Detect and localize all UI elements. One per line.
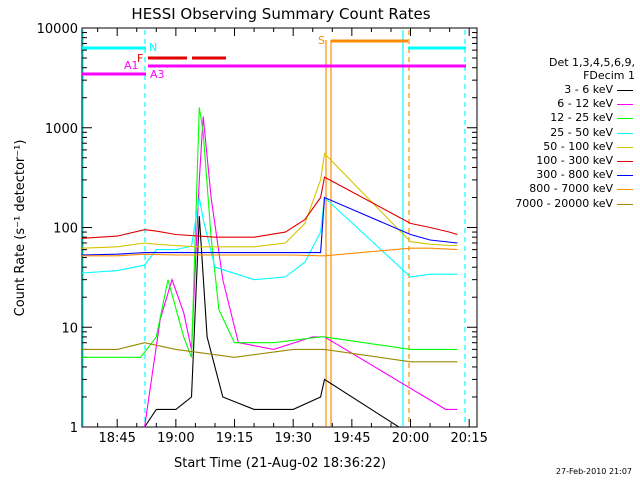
legend-label: 50 - 100 keV (543, 139, 613, 153)
y-tick-label: 10 (61, 321, 78, 336)
annotation-a3: A3 (150, 68, 165, 81)
legend-title-1: Det 1,3,4,5,6,9, (548, 56, 635, 69)
series-line-1 (144, 116, 458, 428)
annotation-f: F (137, 52, 143, 65)
legend-label: 100 - 300 keV (536, 153, 613, 167)
series-line-3 (81, 196, 458, 281)
legend-swatch (617, 118, 633, 120)
legend-label: 3 - 6 keV (564, 83, 613, 96)
series-line-7 (82, 247, 458, 257)
annotation-s: S (318, 34, 325, 47)
legend-label: 300 - 800 keV (536, 168, 613, 182)
legend-entry: 800 - 7000 keV (505, 182, 635, 196)
series-line-4 (81, 152, 458, 249)
annotation-n: N (149, 41, 157, 54)
legend: Det 1,3,4,5,6,9, FDecim 1 3 - 6 keV 6 - 1… (505, 56, 635, 211)
legend-entry: 300 - 800 keV (505, 168, 635, 182)
x-tick-label: 20:00 (392, 431, 429, 446)
series-line-5 (81, 176, 458, 239)
legend-swatch (617, 175, 633, 177)
legend-entry: 50 - 100 keV (505, 140, 635, 154)
series-line-0 (82, 216, 458, 428)
legend-entry: 6 - 12 keV (505, 97, 635, 111)
legend-label: 25 - 50 keV (550, 125, 613, 139)
legend-swatch (617, 203, 633, 205)
x-tick-label: 20:15 (450, 431, 487, 446)
legend-label: 6 - 12 keV (557, 97, 613, 111)
timestamp: 27-Feb-2010 21:07 (555, 467, 632, 476)
x-tick-label: 18:45 (98, 431, 135, 446)
series-line-8 (82, 342, 458, 363)
legend-title-2: FDecim 1 (583, 69, 635, 82)
chart-title: HESSI Observing Summary Count Rates (131, 5, 430, 23)
y-tick-label: 100 (53, 222, 78, 237)
x-tick-label: 19:00 (157, 431, 194, 446)
y-tick-label: 10000 (37, 22, 78, 37)
x-tick-label: 19:45 (333, 431, 370, 446)
legend-label: 7000 - 20000 keV (515, 196, 613, 210)
legend-swatch (617, 160, 633, 162)
x-axis-label: Start Time (21-Aug-02 18:36:22) (174, 456, 386, 471)
annotation-a1: A1 (124, 59, 139, 72)
y-axis-label: Count Rate (s⁻¹ detector⁻¹) (13, 140, 28, 317)
y-tick-label: 1 (70, 421, 78, 436)
legend-entry: 3 - 6 keV (505, 83, 635, 97)
legend-swatch (617, 104, 633, 106)
legend-swatch (617, 146, 633, 148)
legend-swatch (617, 90, 633, 91)
legend-label: 12 - 25 keV (550, 111, 613, 125)
legend-label: 800 - 7000 keV (529, 182, 613, 196)
legend-entry: 25 - 50 keV (505, 126, 635, 140)
plot-frame (81, 27, 478, 428)
legend-swatch (617, 189, 633, 191)
y-tick-label: 1000 (45, 122, 78, 137)
series-line-6 (81, 196, 458, 256)
legend-entry: 7000 - 20000 keV (505, 197, 635, 211)
legend-entry: 12 - 25 keV (505, 111, 635, 125)
x-tick-label: 19:15 (216, 431, 253, 446)
legend-swatch (617, 132, 633, 134)
x-tick-label: 19:30 (274, 431, 311, 446)
legend-entry: 100 - 300 keV (505, 154, 635, 168)
